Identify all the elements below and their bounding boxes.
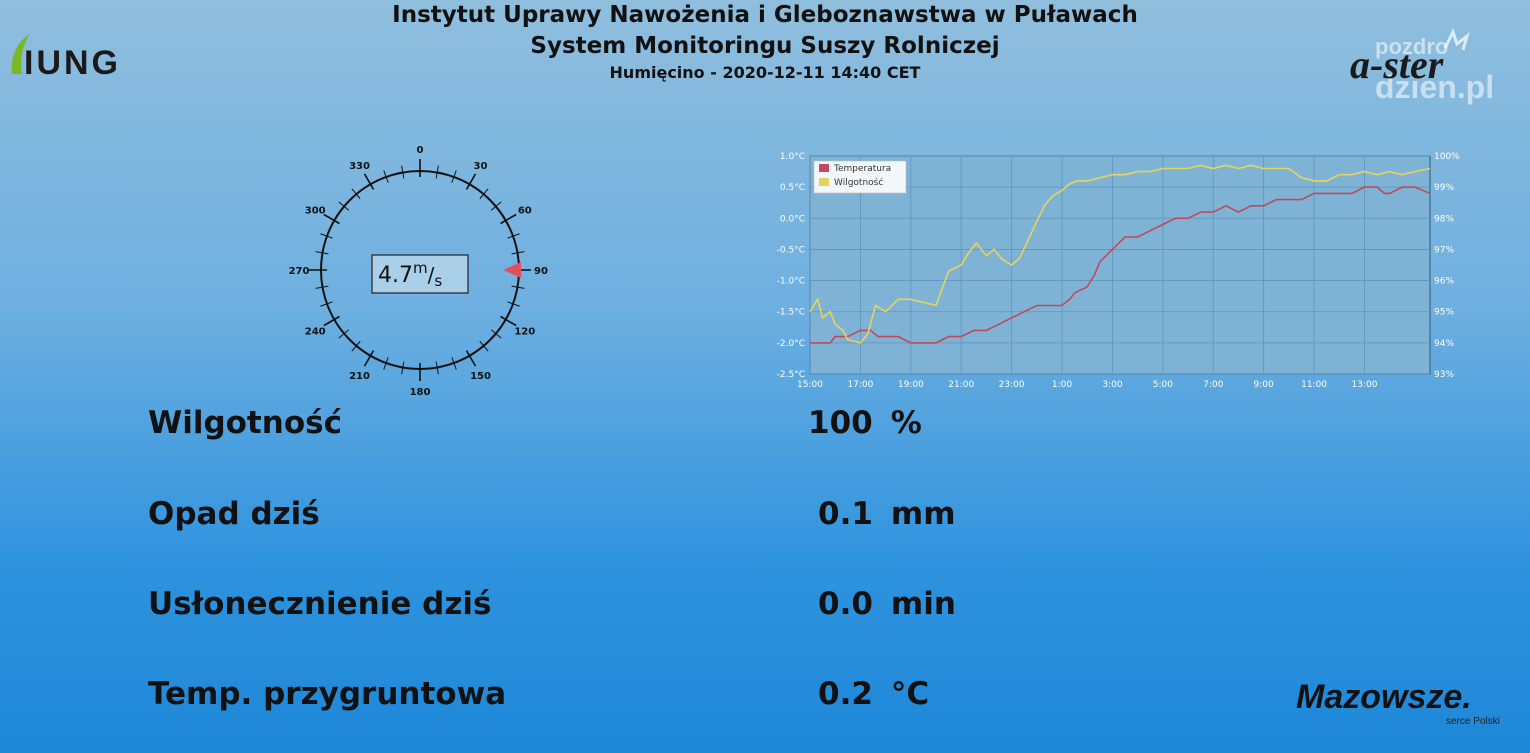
reading-value-rain: 0.1 mm: [818, 496, 956, 532]
reading-number: 0.1: [818, 496, 873, 532]
reading-label-ground-temp: Temp. przygruntowa: [148, 676, 507, 712]
chart-x-tick: 5:00: [1153, 380, 1173, 390]
wind-tick: [500, 315, 517, 327]
chart-y-left-tick: -0.5°C: [777, 245, 805, 255]
reading-number: 100: [808, 405, 873, 441]
iung-logo: IUNG: [11, 34, 121, 80]
chart-y-left-tick: -1.5°C: [777, 308, 805, 318]
reading-value-humidity: 100%: [808, 405, 922, 441]
chart-y-right-tick: 96%: [1434, 277, 1454, 287]
chart-y-right-tick: 95%: [1434, 308, 1454, 318]
chart-y-left-tick: -2.0°C: [777, 339, 805, 349]
wind-tick-label: 60: [518, 206, 532, 217]
wind-gauge-ticks: 0 30 60 90 120 150 180 210 240 270 300 330: [289, 145, 548, 398]
wind-tick: [465, 350, 477, 367]
chart-x-tick: 3:00: [1102, 380, 1122, 390]
chart-legend-swatch: [819, 178, 829, 186]
wind-tick-label: 150: [470, 371, 491, 382]
chart-y-left-tick: -2.5°C: [777, 370, 805, 380]
watermark-text-top: pozdro: [1375, 34, 1448, 59]
chart-legend-box: [813, 160, 907, 194]
chart-x-tick: 17:00: [847, 380, 873, 390]
reading-unit: °C: [890, 676, 930, 712]
wind-tick-label: 180: [410, 387, 431, 398]
mazowsze-tagline: serce Polski: [1446, 716, 1500, 727]
wind-tick-label: 30: [474, 161, 488, 172]
chart-x-tick: 7:00: [1203, 380, 1223, 390]
header-title: Instytut Uprawy Nawożenia i Gleboznawstw…: [392, 2, 1138, 28]
chart-x-tick: 1:00: [1052, 380, 1072, 390]
chart-x-tick: 13:00: [1352, 380, 1378, 390]
wind-unit-den: s: [434, 272, 442, 290]
temp-humidity-chart: 1.0°C 100% 0.5°C 99% 0.0°C 98% -0.5°C 97% -1.0°C…: [777, 152, 1461, 390]
iung-logo-text: IUNG: [24, 44, 121, 80]
watermark-text-bottom: dzien.pl: [1375, 69, 1494, 105]
reading-number: 0.2: [818, 676, 873, 712]
reading-unit: mm: [890, 496, 956, 532]
reading-unit: %: [890, 405, 922, 441]
reading-unit: min: [890, 586, 956, 622]
wind-tick: [363, 173, 375, 190]
watermark-star-icon: [1443, 28, 1470, 51]
chart-y-right-tick: 97%: [1434, 245, 1454, 255]
header-subtitle: System Monitoringu Suszy Rolniczej: [530, 33, 1000, 59]
wind-tick-label: 330: [349, 161, 370, 172]
wind-tick: [323, 213, 340, 225]
iung-leaf-icon: [11, 34, 30, 74]
chart-plot-area: [809, 155, 1431, 375]
mazowsze-logo: Mazowsze. serce Polski: [1296, 678, 1500, 727]
chart-legend: Temperatura Wilgotność: [813, 160, 907, 194]
chart-x-tick: 9:00: [1254, 380, 1274, 390]
chart-x-tick: 11:00: [1301, 380, 1327, 390]
aster-logo-text: a-ster: [1350, 42, 1444, 87]
header-station-datetime: Humięcino - 2020-12-11 14:40 CET: [609, 63, 921, 82]
chart-legend-label: Temperatura: [833, 164, 891, 174]
reading-label-sunshine: Usłonecznienie dziś: [148, 586, 492, 622]
chart-y-left-tick: 0.5°C: [780, 183, 805, 193]
chart-y-left-tick: 0.0°C: [780, 214, 805, 224]
chart-x-tick: 23:00: [999, 380, 1025, 390]
chart-y-left-tick: -1.0°C: [777, 277, 805, 287]
chart-legend-swatch: [819, 164, 829, 172]
chart-legend-label: Wilgotność: [834, 177, 883, 188]
wind-speed-display: 4.7m/s: [378, 259, 442, 290]
wind-tick-label: 0: [417, 145, 424, 156]
chart-x-tick: 15:00: [797, 380, 823, 390]
chart-y-right-tick: 100%: [1434, 152, 1460, 162]
mazowsze-logo-text: Mazowsze.: [1296, 678, 1472, 716]
reading-label-rain: Opad dziś: [148, 496, 320, 532]
wind-tick-label: 240: [305, 327, 326, 338]
wind-tick-label: 90: [534, 266, 548, 277]
wind-tick-label: 210: [349, 371, 370, 382]
wind-tick: [500, 213, 517, 225]
chart-y-right-tick: 98%: [1434, 214, 1454, 224]
chart-tick-labels: 1.0°C 100% 0.5°C 99% 0.0°C 98% -0.5°C 97% -1.0°C…: [777, 152, 1461, 390]
wind-unit-num: m: [413, 259, 428, 277]
chart-series-line-humidity: [809, 164, 1431, 344]
reading-number: 0.0: [818, 586, 873, 622]
chart-series-line-temperature: [810, 186, 1431, 344]
wind-tick: [323, 315, 340, 327]
reading-label-humidity: Wilgotność: [148, 405, 342, 441]
chart-x-tick: 21:00: [948, 380, 974, 390]
chart-x-tick: 19:00: [898, 380, 924, 390]
reading-value-sunshine: 0.0 min: [818, 586, 956, 622]
wind-unit-slash: /: [428, 263, 435, 287]
wind-tick-label: 120: [514, 327, 535, 338]
aster-logo: pozdro dzien.pl a-ster: [1350, 28, 1494, 105]
wind-gauge: 0 30 60 90 120 150 180 210 240 270 300 330 4.7m/s: [289, 145, 548, 398]
wind-tick-label: 300: [305, 206, 326, 217]
wind-direction-marker: [503, 262, 521, 278]
chart-y-right-tick: 94%: [1434, 339, 1454, 349]
wind-tick-label: 270: [289, 266, 310, 277]
wind-speed-value: 4.7: [378, 263, 413, 288]
chart-y-left-tick: 1.0°C: [780, 152, 805, 162]
chart-series: [809, 164, 1431, 344]
chart-y-right-tick: 99%: [1434, 183, 1454, 193]
wind-speed-box: [371, 254, 469, 294]
wind-tick: [465, 173, 477, 190]
reading-value-ground-temp: 0.2 °C: [818, 676, 929, 712]
chart-y-right-tick: 93%: [1434, 370, 1454, 380]
wind-tick: [363, 350, 375, 367]
